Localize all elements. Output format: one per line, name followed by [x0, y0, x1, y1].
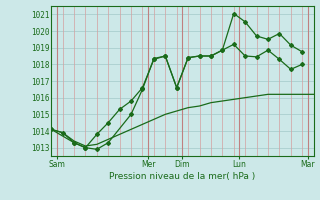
X-axis label: Pression niveau de la mer( hPa ): Pression niveau de la mer( hPa ) — [109, 172, 256, 181]
